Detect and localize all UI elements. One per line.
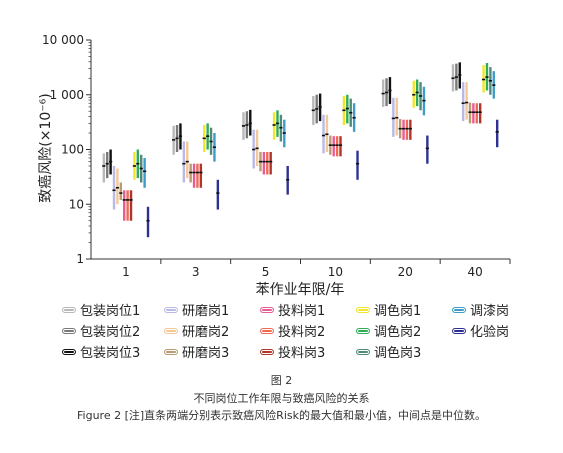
legend-label: 调色岗3 xyxy=(374,346,422,361)
legend-swatch xyxy=(356,348,370,355)
legend-swatch xyxy=(62,327,76,334)
legend-item: 调色岗2 xyxy=(356,321,452,340)
y-tick-label: 10 000 xyxy=(42,33,84,47)
legend-swatch xyxy=(164,327,178,334)
legend-item: 包装岗位3 xyxy=(62,342,164,361)
x-tick-label: 10 xyxy=(328,265,343,279)
legend-label: 调色岗1 xyxy=(374,304,422,319)
x-tick-label: 3 xyxy=(192,265,200,279)
legend: 包装岗位1 研磨岗1 投料岗1 调色岗1 调漆岗包装岗位2 研磨岗2 投料岗2 调色岗2 化验岗… xyxy=(62,300,532,361)
legend-item: 调色岗1 xyxy=(356,300,452,319)
y-tick-label: 10 xyxy=(69,197,84,211)
legend-swatch xyxy=(452,327,466,334)
legend-label: 投料岗1 xyxy=(278,304,326,319)
y-axis-title: 致癌风险(×10⁻⁶) xyxy=(38,93,54,202)
legend-label: 投料岗2 xyxy=(278,325,326,340)
legend-item: 调色岗3 xyxy=(356,342,452,361)
legend-label: 包装岗位3 xyxy=(80,346,141,361)
y-tick-label: 100 xyxy=(61,143,84,157)
legend-label: 投料岗3 xyxy=(278,346,326,361)
x-tick-label: 1 xyxy=(122,265,130,279)
legend-item: 化验岗 xyxy=(452,321,532,340)
legend-label: 研磨岗3 xyxy=(182,346,230,361)
figure-number: 图 2 xyxy=(270,374,293,387)
legend-swatch xyxy=(260,348,274,355)
legend-label: 化验岗 xyxy=(470,325,510,340)
legend-swatch xyxy=(452,306,466,313)
legend-item: 研磨岗2 xyxy=(164,321,260,340)
legend-item: 研磨岗3 xyxy=(164,342,260,361)
legend-swatch xyxy=(356,327,370,334)
x-tick-label: 40 xyxy=(467,265,482,279)
legend-swatch xyxy=(62,348,76,355)
legend-label: 包装岗位2 xyxy=(80,325,141,340)
legend-item: 包装岗位2 xyxy=(62,321,164,340)
legend-swatch xyxy=(62,306,76,313)
legend-swatch xyxy=(260,306,274,313)
legend-item: 投料岗2 xyxy=(260,321,356,340)
legend-item: 研磨岗1 xyxy=(164,300,260,319)
legend-label: 研磨岗2 xyxy=(182,325,230,340)
legend-item: 投料岗3 xyxy=(260,342,356,361)
figure-caption-en: Figure 2 [注]直条两端分别表示致癌风险Risk的最大值和最小值，中间点… xyxy=(77,409,486,422)
legend-label: 包装岗位1 xyxy=(80,304,141,319)
legend-swatch xyxy=(164,306,178,313)
range-chart: 1 10 100 1 000 10 000 1 3 5 10 20 40 致癌风险(×10⁻⁶) 苯… xyxy=(38,33,511,298)
y-tick-label: 1 xyxy=(76,252,84,266)
legend-label: 研磨岗1 xyxy=(182,304,230,319)
figure-caption-cn: 不同岗位工作年限与致癌风险的关系 xyxy=(193,392,370,405)
legend-item: 调漆岗 xyxy=(452,300,532,319)
legend-label: 调漆岗 xyxy=(470,304,510,319)
x-tick-label: 20 xyxy=(398,265,413,279)
x-axis-title: 苯作业年限/年 xyxy=(256,281,345,298)
y-tick-label: 1 000 xyxy=(50,88,84,102)
legend-item: 包装岗位1 xyxy=(62,300,164,319)
legend-swatch xyxy=(356,306,370,313)
legend-item: 投料岗1 xyxy=(260,300,356,319)
legend-swatch xyxy=(164,348,178,355)
legend-label: 调色岗2 xyxy=(374,325,422,340)
legend-swatch xyxy=(260,327,274,334)
x-tick-label: 5 xyxy=(262,265,270,279)
